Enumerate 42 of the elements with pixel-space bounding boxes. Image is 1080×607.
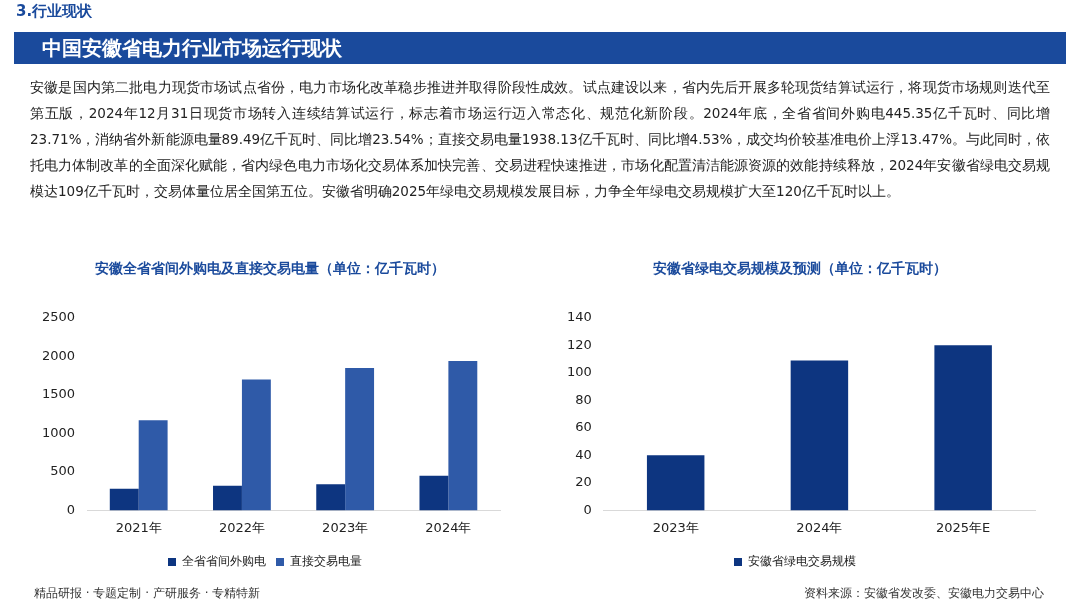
y-tick-label: 80: [575, 391, 592, 407]
text: 精品研报 · 专题定制 · 产研服务 · 专精特新: [34, 585, 261, 602]
text: 3.行业现状: [16, 2, 93, 21]
y-tick-label: 1000: [41, 424, 76, 440]
y-tick-label: 60: [575, 419, 592, 435]
chart-title: 安徽省绿电交易规模及预测（单位：亿千瓦时）: [652, 259, 948, 278]
x-tick-label: 2024年: [425, 519, 472, 535]
bar: [345, 367, 375, 511]
legend-label: 全省省间外购电: [182, 554, 266, 569]
bar: [138, 420, 168, 511]
y-tick-label: 0: [583, 501, 592, 517]
legend-label: 直接交易电量: [290, 554, 362, 569]
x-tick-label: 2023年: [322, 519, 369, 535]
x-tick-label: 2023年: [652, 519, 699, 535]
y-tick-label: 20: [575, 474, 592, 490]
x-tick-label: 2024年: [796, 519, 843, 535]
y-tick-label: 40: [575, 446, 592, 462]
text: 中国安徽省电力行业市场运行现状: [14, 32, 1066, 64]
y-tick-label: 0: [66, 501, 76, 517]
y-tick-label: 500: [50, 463, 76, 479]
bar: [316, 484, 346, 511]
bar: [646, 455, 705, 511]
x-tick-label: 2022年: [218, 519, 265, 535]
chart-title: 安徽全省省间外购电及直接交易电量（单位：亿千瓦时）: [94, 259, 446, 278]
bar: [419, 475, 449, 511]
bar: [448, 360, 478, 511]
bar: [241, 379, 271, 511]
bar: [790, 360, 849, 511]
y-tick-label: 2500: [41, 309, 76, 325]
y-tick-label: 1500: [41, 386, 76, 402]
y-tick-label: 140: [566, 309, 592, 325]
y-tick-label: 120: [566, 336, 592, 352]
x-tick-label: 2021年: [115, 519, 162, 535]
bar: [213, 485, 242, 511]
y-tick-label: 2000: [41, 347, 76, 363]
y-tick-label: 100: [566, 364, 592, 380]
bar: [934, 345, 992, 511]
text: 安徽是国内第二批电力现货市场试点省份，电力市场化改革稳步推进并取得阶段性成效。试点建设以来，省内先后开展多轮现货结算试运行，将现货市场规则迭代至第五版，2024年12月31日现货市场转入连续结算试运行，标志着市场运行迈入常态化、规范化新阶段。2024年底，全省省间外购电445.35亿千瓦时、同比增23.71%，消纳省外新能源电量89.49亿千瓦时、同比增23.54%；直接交易电量1938.13亿千瓦时、同比增4.53%，成交均价较基准电价上浮13.47%。与此同时，依托电力体制改革的全面深化赋能，省内绿色电力市场化交易体系加快完善、交易进程快速推进，市场化配置清洁能源资源的效能持续释放，2024年安徽省绿电交易规模达109亿千瓦时，交易体量位居全国第五位。安徽省明确2025年绿电交易规模发展目标，力争全年绿电交易规模扩大至120亿千瓦时以上。: [30, 78, 1050, 201]
x-tick-label: 2025年E: [935, 519, 991, 535]
text: 资料来源：安徽省发改委、安徽电力交易中心: [804, 585, 1044, 602]
legend-label: 安徽省绿电交易规模: [748, 554, 856, 569]
bar: [109, 488, 139, 511]
